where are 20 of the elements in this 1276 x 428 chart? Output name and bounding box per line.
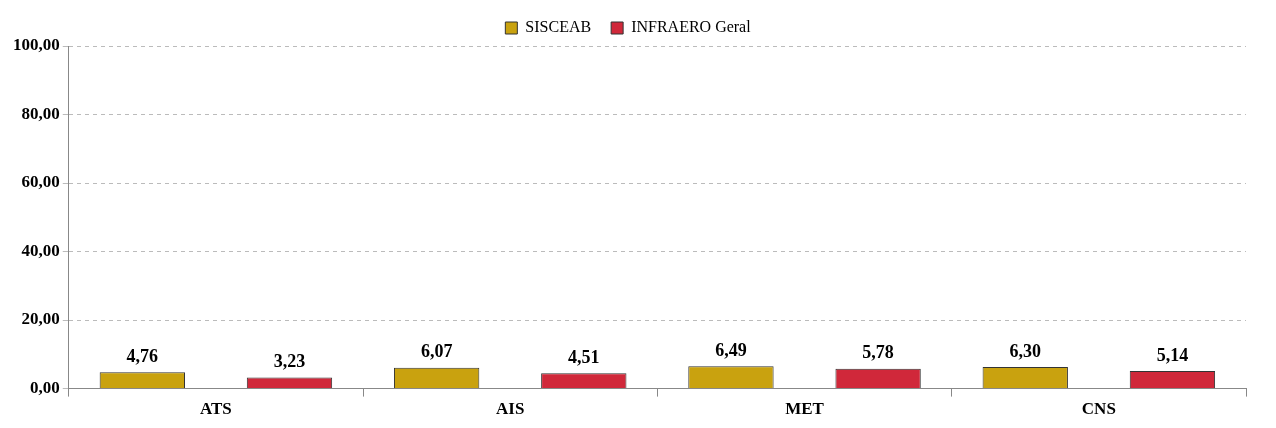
data-label: 6,07	[420, 341, 453, 362]
data-label: 6,49	[715, 340, 747, 361]
y-tick-label: 100,00	[13, 35, 60, 55]
x-tick-label: CNS	[1081, 399, 1116, 419]
legend-label: INFRAERO Geral	[631, 18, 752, 36]
y-tick-label: 20,00	[21, 309, 60, 329]
data-label: 4,76	[126, 345, 159, 366]
x-tick-label: AIS	[496, 399, 525, 419]
y-tick-label: 40,00	[21, 240, 60, 260]
data-label: 4,51	[568, 346, 600, 367]
x-tick-label: ATS	[200, 399, 232, 419]
y-tick-label: 0,00	[30, 377, 60, 397]
x-tick-label: MET	[785, 399, 825, 419]
data-label: 3,23	[273, 351, 306, 372]
y-tick-label: 80,00	[21, 103, 60, 123]
data-label: 6,30	[1009, 340, 1042, 361]
data-label: 5,14	[1156, 344, 1189, 365]
y-tick-label: 60,00	[21, 172, 60, 192]
legend-label: SISCEAB	[525, 18, 592, 36]
data-label: 5,78	[862, 342, 894, 363]
